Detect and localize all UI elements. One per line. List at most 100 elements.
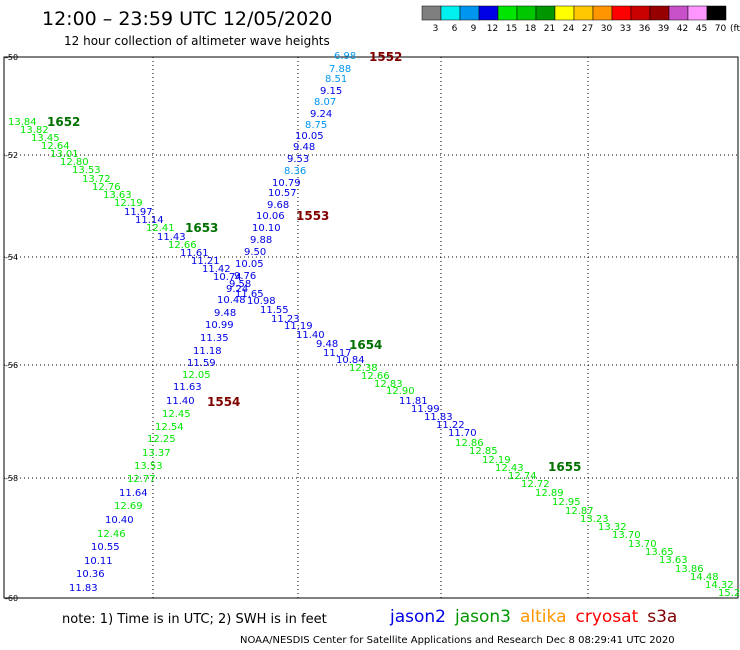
colorbar-label: 36 [639,24,651,34]
wave-height-label: 9.48 [293,142,315,153]
wave-height-label: 13.63 [103,190,132,201]
wave-height-label: 11.19 [284,321,313,332]
wave-height-label: 13.72 [82,174,111,185]
wave-height-label: 12.05 [182,370,211,381]
wave-height-label: 9.24 [226,284,248,295]
wave-height-label: 9.15 [320,86,342,97]
lat-tick-label: -50 [5,53,18,62]
altimeter-map: -50-52-54-56-58-60-105-102-99-96-93-906.… [3,50,740,603]
colorbar-label: 18 [525,24,537,34]
wave-height-label: 12.85 [469,446,498,457]
wave-height-label: 11.40 [166,396,195,407]
wave-height-label: 12.74 [508,471,537,482]
wave-height-label: 11.83 [424,412,453,423]
wave-height-label: 11.99 [411,404,440,415]
wave-height-label: 8.75 [305,120,327,131]
wave-height-label: 10.06 [256,211,285,222]
wave-height-label: 13.01 [50,149,79,160]
lat-tick-label: -56 [5,361,18,370]
colorbar-label: 39 [658,24,670,34]
wave-height-label: 10.10 [252,223,281,234]
wave-height-label: 9.50 [244,247,266,258]
colorbar-label: 21 [544,24,555,34]
time-marker: 1554 [207,395,240,409]
wave-height-label: 12.43 [495,463,524,474]
wave-height-label: 12.76 [92,182,121,193]
colorbar-label: 24 [563,24,575,34]
wave-height-label: 11.18 [193,346,222,357]
legend-cryosat: cryosat [575,607,639,627]
wave-height-label: 12.89 [535,488,564,499]
time-marker: 1552 [369,50,402,64]
wave-height-label: 11.35 [200,333,229,344]
lat-tick-label: -52 [5,151,18,160]
time-marker: 1652 [47,115,80,129]
colorbar-swatch [706,5,727,21]
wave-height-label: 12.77 [127,474,156,485]
wave-height-label: 8.07 [314,97,336,108]
colorbar-label: 42 [677,24,688,34]
wave-height-label: 10.36 [76,569,105,580]
colorbar-label: 3 [433,24,439,34]
wave-height-label: 11.22 [436,420,465,431]
satellite-legend: jason2 jason3 altika cryosat s3a [390,607,686,627]
wave-height-label: 12.86 [455,438,484,449]
wave-height-label: 10.99 [205,320,234,331]
wave-height-label: 12.87 [565,506,594,517]
wave-height-label: 10.48 [217,295,246,306]
wave-height-label: 13.23 [580,514,609,525]
lat-tick-label: -58 [5,474,18,483]
legend-jason3: jason3 [455,607,511,627]
wave-height-label: 11.40 [296,330,325,341]
footer-credit: NOAA/NESDIS Center for Satellite Applica… [240,635,675,646]
map-title: 12:00 – 23:59 UTC 12/05/2020 [42,8,333,30]
wave-height-label: 13.45 [31,133,60,144]
wave-height-label: 10.55 [91,542,120,553]
wave-height-label: 13.84 [8,117,37,128]
wave-height-label: 10.57 [268,188,297,199]
wave-height-label: 11.23 [271,314,300,325]
wave-height-label: 13.53 [134,461,163,472]
wave-height-label: 13.63 [659,555,688,566]
wave-height-label: 12.66 [168,240,197,251]
wave-height-label: 9.58 [229,279,251,290]
wave-height-label: 12.19 [114,198,143,209]
lat-tick-label: -54 [5,253,18,262]
wave-height-label: 10.98 [247,296,276,307]
wave-height-label: 11.17 [323,348,352,359]
wave-height-label: 13.37 [142,448,171,459]
wave-height-label: 11.65 [235,289,264,300]
colorbar-label: 33 [620,24,631,34]
time-marker: 1654 [349,338,382,352]
wave-height-label: 12.19 [482,455,511,466]
wave-height-label: 11.83 [69,583,98,594]
wave-height-label: 11.64 [119,488,148,499]
colorbar-label: 27 [582,24,593,34]
footer-note: note: 1) Time is in UTC; 2) SWH is in fe… [62,612,327,627]
time-marker: 1655 [548,460,581,474]
wave-height-label: 9.68 [267,200,289,211]
wave-height-label: 11.43 [157,232,186,243]
legend-altika: altika [520,607,567,627]
wave-height-label: 11.59 [187,358,216,369]
wave-height-label: 12.54 [155,422,184,433]
wave-height-label: 9.24 [310,109,332,120]
wave-height-label: 9.48 [214,308,236,319]
wave-height-label: 12.38 [349,363,378,374]
wave-height-label: 13.82 [20,125,49,136]
map-frame [3,56,739,599]
colorbar-label: 6 [452,24,458,34]
wave-height-label: 11.70 [448,428,477,439]
wave-height-label: 8.36 [284,166,306,177]
wave-height-label: 10.74 [213,272,242,283]
wave-height-label: 12.66 [361,371,390,382]
wave-height-label: 12.25 [147,434,176,445]
wave-height-label: 11.14 [135,215,164,226]
wave-height-label: 12.64 [41,141,70,152]
colorbar-unit: (ft) [730,24,740,34]
wave-height-label: 12.69 [114,501,143,512]
wave-height-label: 10.11 [84,556,113,567]
wave-height-label: 12.45 [162,409,191,420]
colorbar-label: 12 [487,24,498,34]
wave-height-label: 14.48 [690,572,719,583]
